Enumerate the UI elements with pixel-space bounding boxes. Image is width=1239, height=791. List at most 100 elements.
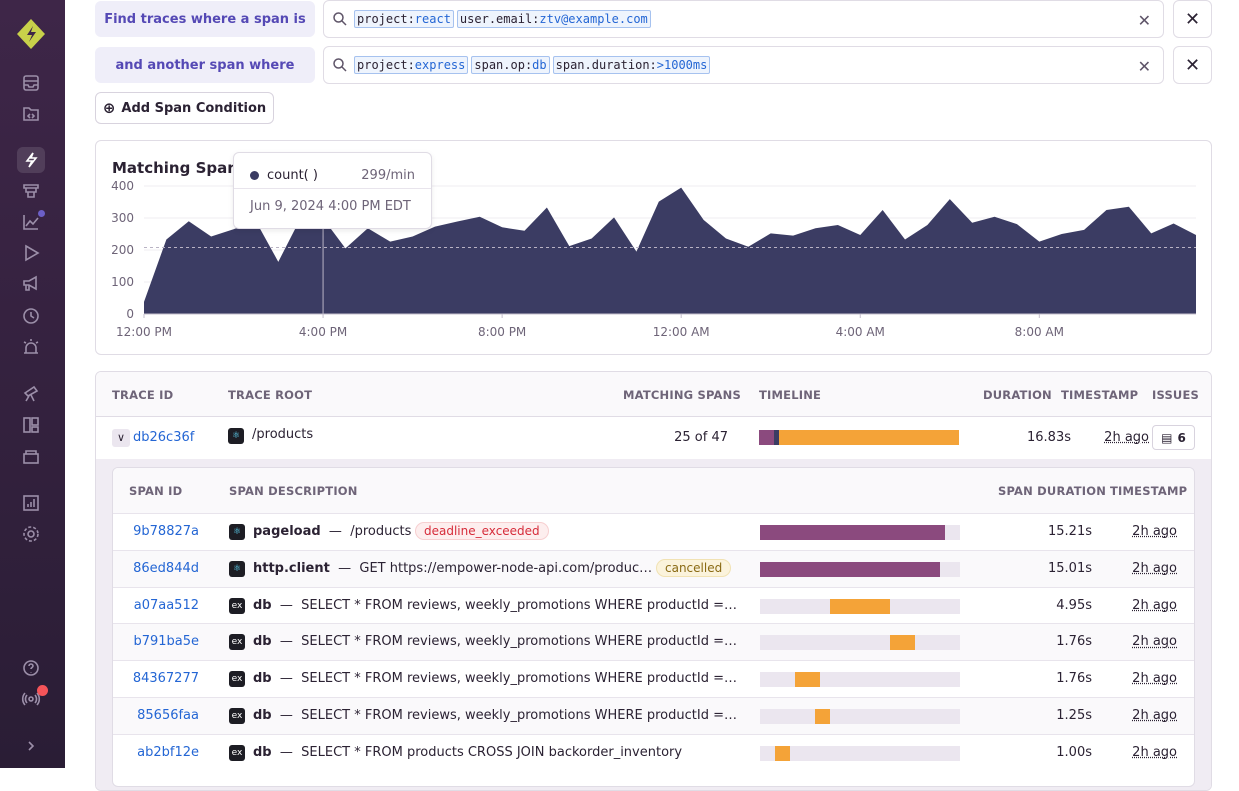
span-desc-text: SELECT * FROM reviews, weekly_promotions…: [301, 634, 737, 650]
span-id-link[interactable]: a07aa512: [133, 597, 199, 613]
sidebar: [0, 0, 65, 768]
span-row[interactable]: 85656faa ex db — SELECT * FROM reviews, …: [113, 697, 1194, 734]
clear-search-icon[interactable]: ✕: [1137, 57, 1151, 76]
span-timestamp[interactable]: 2h ago: [1132, 634, 1177, 650]
remove-condition-button[interactable]: ✕: [1173, 0, 1212, 38]
token-value: db: [532, 58, 547, 72]
span-desc-text: /products: [350, 524, 412, 539]
discover-icon[interactable]: [17, 381, 45, 407]
filter-token[interactable]: user.email:ztv@example.com: [456, 10, 651, 28]
span-desc-text: SELECT * FROM products CROSS JOIN backor…: [301, 744, 683, 760]
area-series: [144, 187, 1196, 314]
span-id-link[interactable]: 85656faa: [137, 708, 199, 723]
span-timestamp[interactable]: 2h ago: [1132, 560, 1177, 576]
span-id-link[interactable]: ab2bf12e: [137, 744, 199, 760]
span-timestamp[interactable]: 2h ago: [1132, 671, 1177, 687]
y-tick-label: 400: [111, 179, 134, 193]
remove-condition-button[interactable]: ✕: [1173, 46, 1212, 84]
express-icon: ex: [229, 744, 245, 761]
chart-tooltip: count( ) 299/min Jun 9, 2024 4:00 PM EDT: [233, 152, 432, 229]
token-value: react: [414, 12, 451, 26]
span-description: db — SELECT * FROM reviews, weekly_promo…: [253, 597, 737, 613]
chart-title: Matching Spans: [112, 159, 247, 177]
filter-token[interactable]: project:react: [354, 10, 454, 28]
issues-icon[interactable]: [17, 70, 45, 96]
span-row[interactable]: ab2bf12e ex db — SELECT * FROM products …: [113, 733, 1194, 771]
header-timestamp: TIMESTAMP: [1061, 388, 1139, 402]
issues-icon: ▤: [1161, 430, 1173, 445]
trace-root: /products: [252, 427, 314, 442]
x-tick-label: 8:00 AM: [1015, 325, 1064, 339]
dashboards-icon[interactable]: [17, 412, 45, 438]
span-duration: 4.95s: [1056, 597, 1092, 613]
projects-icon[interactable]: [17, 101, 45, 127]
express-icon: ex: [229, 634, 245, 651]
replays-icon[interactable]: [17, 240, 45, 266]
feedback-icon[interactable]: [17, 271, 45, 297]
span-search-input-2[interactable]: project:express span.op:db span.duration…: [323, 46, 1164, 84]
span-timestamp[interactable]: 2h ago: [1132, 744, 1177, 760]
help-icon[interactable]: [17, 655, 45, 681]
matching-spans-count: 25 of 47: [674, 430, 728, 445]
profiling-icon[interactable]: [17, 209, 45, 235]
collapse-icon[interactable]: [17, 733, 45, 759]
status-badge: cancelled: [656, 558, 732, 577]
status-badge: deadline_exceeded: [415, 522, 549, 540]
token-key: project:: [357, 12, 415, 26]
span-search-input-1[interactable]: project:react user.email:ztv@example.com…: [323, 0, 1164, 38]
matching-spans-chart: Matching Spans 0 100 200 300 400 12:00 PM 4:00…: [95, 140, 1212, 355]
filter-token[interactable]: span.duration:>1000ms: [552, 56, 711, 74]
trace-timestamp[interactable]: 2h ago: [1104, 430, 1149, 445]
spans-table: SPAN ID SPAN DESCRIPTION SPAN DURATION T…: [112, 467, 1195, 787]
traces-icon[interactable]: [17, 147, 45, 173]
span-id-link[interactable]: 86ed844d: [133, 560, 199, 576]
span-timeline: [760, 635, 960, 651]
clear-search-icon[interactable]: ✕: [1137, 11, 1151, 30]
trace-duration: 16.83s: [1027, 430, 1071, 445]
span-row[interactable]: 9b78827a ⚛ pageload — /products deadline…: [113, 513, 1194, 550]
span-row[interactable]: a07aa512 ex db — SELECT * FROM reviews, …: [113, 586, 1194, 624]
alerts-icon[interactable]: [17, 334, 45, 360]
trace-id-link[interactable]: db26c36f: [133, 430, 195, 445]
span-timeline: [760, 672, 960, 688]
sentry-logo[interactable]: [15, 18, 47, 50]
token-key: user.email:: [459, 12, 540, 26]
traces-table: TRACE ID TRACE ROOT MATCHING SPANS TIMEL…: [95, 371, 1212, 791]
filter-token[interactable]: project:express: [354, 56, 469, 74]
x-tick-label: 4:00 AM: [836, 325, 885, 339]
span-timestamp[interactable]: 2h ago: [1132, 524, 1177, 539]
broadcast-icon[interactable]: [17, 686, 45, 712]
span-timeline-bar: [775, 745, 790, 761]
span-timeline: [760, 709, 960, 724]
span-op: db: [253, 708, 272, 723]
settings-icon[interactable]: [17, 521, 45, 547]
spans-header: SPAN ID SPAN DESCRIPTION SPAN DURATION T…: [113, 468, 1194, 513]
span-duration: 15.01s: [1048, 560, 1092, 576]
chart-svg[interactable]: 0 100 200 300 400 12:00 PM 4:00 PM 8:00 PM 12:00…: [96, 141, 1213, 356]
span-row[interactable]: 84367277 ex db — SELECT * FROM reviews, …: [113, 660, 1194, 697]
issues-button[interactable]: ▤ 6: [1152, 425, 1195, 450]
span-row[interactable]: b791ba5e ex db — SELECT * FROM reviews, …: [113, 623, 1194, 661]
span-timestamp[interactable]: 2h ago: [1132, 708, 1177, 723]
trace-timeline: [759, 430, 959, 445]
filter-token[interactable]: span.op:db: [471, 56, 550, 74]
token-value: express: [414, 58, 466, 72]
span-id-link[interactable]: b791ba5e: [133, 634, 199, 650]
performance-icon[interactable]: [17, 178, 45, 204]
span-row[interactable]: 86ed844d ⚛ http.client — GET https://emp…: [113, 549, 1194, 587]
add-span-condition-button[interactable]: ⊕ Add Span Condition: [95, 92, 274, 124]
span-id-link[interactable]: 9b78827a: [133, 524, 199, 539]
span-description: db — SELECT * FROM reviews, weekly_promo…: [253, 708, 737, 723]
span-timeline-bar: [795, 672, 820, 688]
releases-icon[interactable]: [17, 303, 45, 329]
timeline-segment: [779, 430, 959, 445]
span-id-link[interactable]: 84367277: [132, 671, 199, 687]
span-op: db: [253, 634, 272, 650]
trace-row[interactable]: ∨ db26c36f ⚛ /products 25 of 47 16.83s 2…: [96, 417, 1211, 459]
expand-chevron-button[interactable]: ∨: [112, 429, 130, 447]
x-tick-label: 12:00 AM: [653, 325, 710, 339]
span-timeline-bar: [815, 709, 830, 724]
span-timestamp[interactable]: 2h ago: [1132, 597, 1177, 613]
insights-icon[interactable]: [17, 443, 45, 469]
stats-icon[interactable]: [17, 490, 45, 516]
